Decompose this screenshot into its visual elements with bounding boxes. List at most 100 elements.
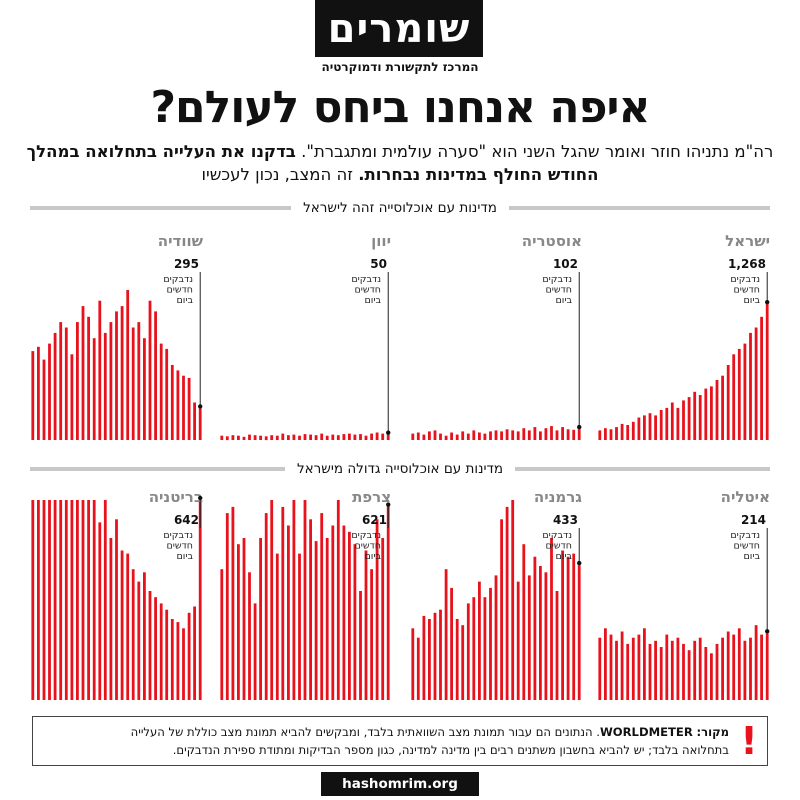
bar [483,433,487,440]
bar [433,430,437,440]
bar [676,407,680,440]
per-day-label: נדבקים [730,530,760,541]
bar [170,619,174,700]
bar [248,572,251,700]
subtitle-part1: רה"מ נתניהו חוזר ואומר שהגל השני הוא "סע… [295,142,774,161]
bar [439,433,442,440]
bar [42,359,46,440]
bar [253,435,257,440]
note-source: WORLDMETER [599,725,693,739]
bar [48,500,51,700]
leader-dot [577,560,582,566]
bar [604,628,607,700]
per-day-label: נדבקים [351,530,381,541]
bar [298,435,301,440]
bar [710,653,713,700]
bar [193,402,196,440]
bar [103,500,107,700]
bar [270,500,274,700]
bar [37,500,40,700]
bar [760,316,763,440]
bar [539,431,542,440]
bar [375,519,379,700]
bar [81,500,85,700]
bar [555,591,559,700]
bar [109,538,113,700]
bar [693,391,697,440]
bar [572,553,576,700]
bar [478,432,481,440]
country-title: שוודיה [158,232,204,250]
bar [59,322,63,440]
bar [620,631,624,700]
bar [609,634,613,700]
bar [598,430,602,440]
bar [31,500,35,700]
per-day-label: נדבקים [351,274,381,285]
bar [659,410,663,440]
bar [76,322,79,440]
bar [439,609,442,700]
country-title: צרפת [352,488,391,506]
bar [87,500,90,700]
bar [87,316,90,440]
bar [682,643,685,700]
bar [566,556,570,700]
per-day-label: ביום [176,551,193,562]
bar [637,634,641,700]
per-day-label: חדשים [733,285,760,296]
bar [270,435,274,440]
bar [386,506,390,700]
bar [698,637,702,700]
bar [550,426,553,440]
bar [737,628,741,700]
bar [53,332,57,440]
bar [120,550,124,700]
leader-dot [386,430,391,435]
country-title: איטליה [721,488,770,506]
bar [511,500,515,700]
bar [48,343,51,440]
bar [198,500,202,700]
bar [609,429,613,440]
bar [455,619,459,700]
bar [500,431,503,440]
bar [37,346,40,440]
bar [561,550,564,700]
leader-dot [765,629,770,634]
bar [120,306,124,440]
bar [148,591,152,700]
per-day-label: חדשים [166,541,193,552]
bar [704,388,708,440]
bar [148,300,152,440]
leader-dot [386,502,391,507]
bar [604,428,607,440]
bar [143,338,146,440]
bar [472,597,476,700]
per-day-label: ביום [743,295,760,306]
bar [765,304,769,440]
bar [292,434,296,440]
bar [170,365,174,440]
bar [242,538,246,700]
bar [359,434,362,440]
bar [659,647,663,700]
bar [411,433,415,440]
bar [70,354,74,440]
bar [264,436,268,441]
bar [626,643,630,700]
note-source-label: מקור: [696,725,729,739]
bar [182,628,185,700]
bar [665,407,669,440]
bar [320,433,324,440]
bar [364,550,368,700]
bar [461,625,465,700]
country-title: גרמניה [534,488,582,506]
bar [348,433,351,440]
bar [370,569,373,700]
bar [615,640,618,700]
bar [544,572,548,700]
bar [176,370,180,440]
latest-value-label: 50 [370,257,387,271]
bar [522,428,526,440]
